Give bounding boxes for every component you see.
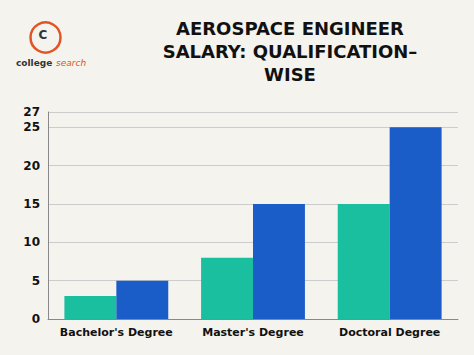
svg-text:0: 0 bbox=[32, 312, 40, 326]
svg-text:Master's Degree: Master's Degree bbox=[202, 326, 304, 339]
svg-text:C: C bbox=[39, 28, 48, 42]
svg-text:20: 20 bbox=[23, 159, 40, 173]
svg-text:15: 15 bbox=[23, 197, 40, 211]
svg-text:10: 10 bbox=[23, 235, 40, 249]
svg-text:Doctoral Degree: Doctoral Degree bbox=[339, 326, 440, 339]
svg-text:college: college bbox=[16, 58, 52, 68]
svg-text:27: 27 bbox=[23, 105, 40, 119]
svg-text:Bachelor's Degree: Bachelor's Degree bbox=[60, 326, 173, 339]
svg-text:5: 5 bbox=[32, 274, 40, 288]
svg-text:SALARY: QUALIFICATION–: SALARY: QUALIFICATION– bbox=[163, 41, 418, 62]
svg-text:search: search bbox=[56, 58, 86, 68]
svg-text:WISE: WISE bbox=[264, 64, 316, 85]
svg-text:AEROSPACE ENGINEER: AEROSPACE ENGINEER bbox=[176, 18, 404, 39]
svg-text:25: 25 bbox=[23, 120, 40, 134]
